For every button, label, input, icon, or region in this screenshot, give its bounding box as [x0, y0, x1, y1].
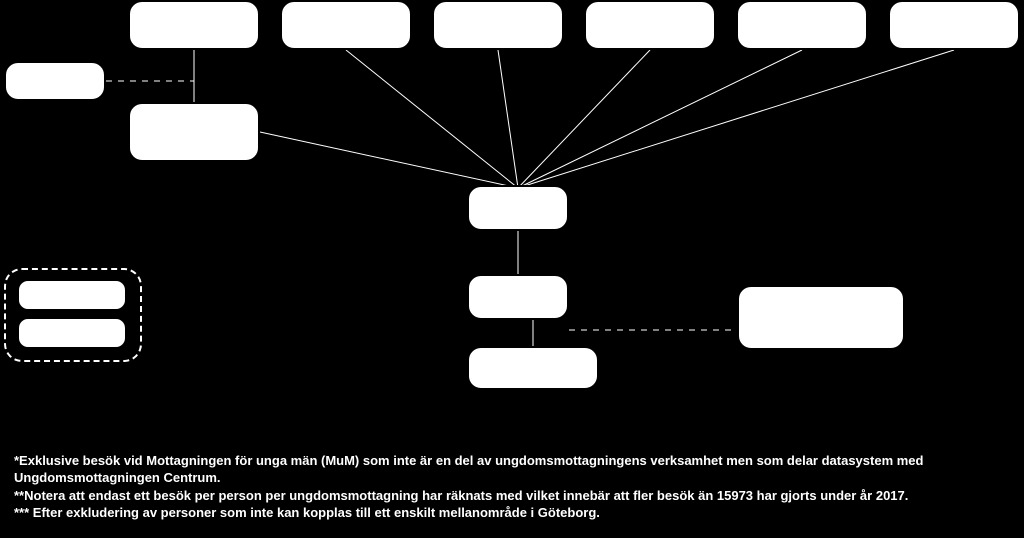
edge-top5-mid1 — [518, 50, 802, 188]
edge-top2-mid1 — [346, 50, 518, 188]
node-top1 — [128, 0, 260, 50]
node-mid3 — [467, 346, 599, 390]
edge-top4-mid1 — [518, 50, 650, 188]
edge-top6-mid1 — [518, 50, 954, 188]
footnote-line-2: **Notera att endast ett besök per person… — [14, 487, 984, 505]
legend-item-1 — [18, 318, 126, 348]
footnote-line-1: *Exklusive besök vid Mottagningen för un… — [14, 452, 984, 487]
node-mid1 — [467, 185, 569, 231]
footnote-line-3: *** Efter exkludering av personer som in… — [14, 504, 984, 522]
node-branch — [128, 102, 260, 162]
legend-item-0 — [18, 280, 126, 310]
node-top6 — [888, 0, 1020, 50]
node-top4 — [584, 0, 716, 50]
edge-top3-mid1 — [498, 50, 518, 188]
node-left — [4, 61, 106, 101]
footnote-block: *Exklusive besök vid Mottagningen för un… — [14, 452, 984, 522]
node-top5 — [736, 0, 868, 50]
node-top2 — [280, 0, 412, 50]
node-right — [737, 285, 905, 350]
edge-branch-mid1 — [260, 132, 518, 188]
node-top3 — [432, 0, 564, 50]
node-mid2 — [467, 274, 569, 320]
